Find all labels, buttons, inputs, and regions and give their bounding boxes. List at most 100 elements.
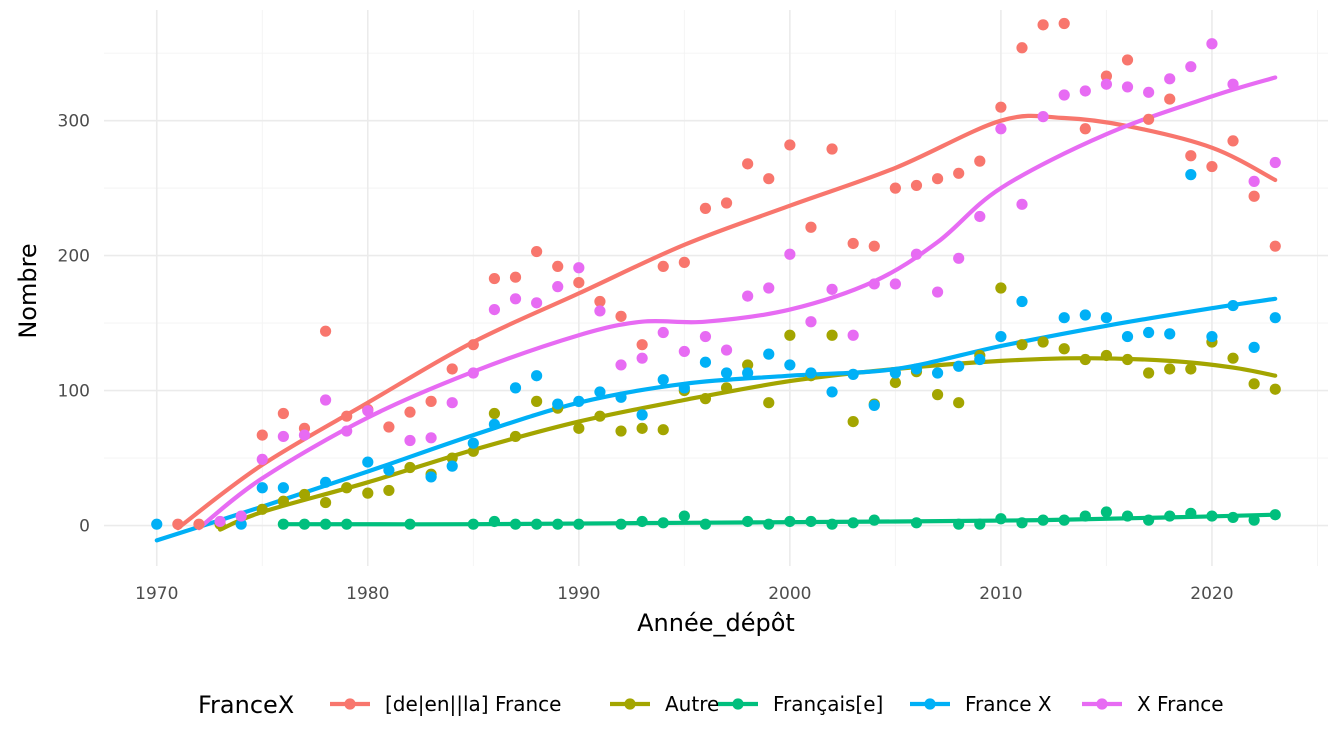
data-point-series-0 — [615, 310, 627, 322]
data-point-series-2 — [1227, 511, 1239, 524]
data-point-series-4 — [467, 367, 479, 379]
data-point-series-4 — [1079, 85, 1091, 97]
data-point-series-0 — [678, 256, 690, 268]
smooth-line-series-0 — [175, 113, 1278, 531]
data-point-series-0 — [784, 139, 796, 151]
data-point-series-3 — [362, 456, 374, 468]
data-point-series-2 — [805, 515, 817, 528]
data-point-series-4 — [1164, 73, 1176, 85]
data-point-series-3 — [319, 476, 332, 488]
data-point-series-4 — [594, 305, 606, 317]
data-point-series-0 — [193, 518, 205, 530]
data-point-series-0 — [256, 429, 268, 441]
data-point-series-1 — [1100, 349, 1113, 362]
data-point-series-2 — [467, 518, 479, 530]
data-point-series-0 — [826, 143, 838, 155]
data-point-series-0 — [1164, 93, 1176, 105]
data-point-series-3 — [1058, 312, 1070, 324]
data-point-series-1 — [699, 393, 712, 405]
data-point-series-4 — [1227, 78, 1239, 90]
data-point-series-0 — [1185, 150, 1197, 162]
data-point-series-4 — [319, 394, 332, 406]
data-point-series-2 — [298, 518, 311, 530]
x-tick-label: 1990 — [557, 584, 600, 604]
data-point-series-2 — [1164, 510, 1176, 522]
data-point-series-4 — [847, 329, 859, 341]
data-point-series-4 — [763, 282, 775, 294]
data-point-series-2 — [742, 515, 754, 528]
data-point-series-0 — [868, 240, 880, 252]
data-point-series-4 — [1037, 111, 1049, 123]
data-point-series-4 — [1016, 198, 1028, 210]
data-point-series-4 — [531, 297, 543, 309]
data-point-series-2 — [1185, 507, 1197, 519]
data-point-series-1 — [383, 484, 395, 497]
data-point-series-0 — [1206, 160, 1218, 173]
data-point-series-2 — [974, 518, 986, 530]
data-point-series-3 — [657, 374, 669, 386]
data-point-series-0 — [1037, 19, 1049, 31]
data-point-series-4 — [341, 425, 353, 437]
data-point-series-4 — [1143, 86, 1155, 98]
data-point-series-1 — [1185, 363, 1197, 375]
data-point-series-4 — [214, 515, 226, 528]
data-point-series-3 — [573, 395, 585, 407]
data-point-series-3 — [910, 363, 923, 375]
data-point-series-0 — [1079, 123, 1091, 135]
data-point-series-1 — [1058, 343, 1070, 355]
data-point-series-2 — [1143, 514, 1155, 526]
data-point-series-1 — [657, 424, 669, 436]
data-point-series-3 — [277, 482, 289, 494]
data-point-series-3 — [931, 367, 944, 379]
data-point-series-3 — [953, 360, 965, 372]
data-point-series-4 — [277, 430, 289, 443]
legend-label: X France — [1137, 692, 1224, 716]
data-point-series-3 — [805, 367, 817, 379]
data-point-series-2 — [657, 517, 669, 529]
data-point-series-0 — [573, 277, 585, 289]
y-tick-label: 300 — [58, 112, 90, 132]
data-point-series-3 — [467, 437, 479, 449]
data-point-series-4 — [425, 432, 437, 444]
data-point-series-2 — [763, 518, 775, 530]
data-point-series-3 — [1143, 326, 1155, 339]
data-point-series-1 — [826, 329, 838, 341]
data-point-series-2 — [509, 518, 522, 530]
data-point-series-3 — [868, 399, 880, 412]
data-point-series-1 — [889, 376, 901, 389]
data-point-series-3 — [615, 391, 627, 403]
data-point-series-2 — [636, 515, 648, 528]
data-point-series-0 — [974, 155, 986, 167]
data-point-series-4 — [805, 316, 817, 328]
data-point-series-0 — [657, 260, 669, 273]
data-point-series-0 — [488, 272, 501, 285]
data-point-series-0 — [847, 237, 859, 250]
data-point-series-1 — [847, 416, 859, 428]
data-point-series-2 — [847, 517, 859, 529]
data-point-series-4 — [1100, 78, 1113, 90]
data-point-series-0 — [341, 410, 353, 422]
data-point-series-2 — [953, 518, 965, 530]
data-point-series-2 — [573, 518, 585, 530]
legend-label: France X — [965, 692, 1052, 716]
data-point-series-2 — [1058, 514, 1070, 526]
data-point-series-4 — [1058, 89, 1070, 101]
data-point-series-2 — [1079, 510, 1091, 522]
data-point-series-0 — [1269, 240, 1281, 252]
legend-key-point — [924, 698, 936, 710]
data-point-series-3 — [488, 418, 501, 430]
data-point-series-1 — [509, 430, 522, 443]
x-tick-label: 2020 — [1190, 584, 1233, 604]
data-point-series-1 — [1164, 363, 1176, 375]
data-point-series-0 — [1248, 190, 1260, 202]
data-point-series-2 — [910, 517, 923, 529]
data-point-series-1 — [404, 461, 416, 474]
data-point-series-1 — [1143, 367, 1155, 379]
data-point-series-3 — [594, 386, 606, 398]
data-point-series-0 — [509, 271, 522, 283]
data-point-series-1 — [1269, 383, 1281, 395]
data-point-series-3 — [1185, 169, 1197, 181]
data-point-series-0 — [1121, 54, 1134, 66]
y-tick-label: 200 — [58, 247, 90, 267]
data-point-series-2 — [826, 518, 838, 530]
